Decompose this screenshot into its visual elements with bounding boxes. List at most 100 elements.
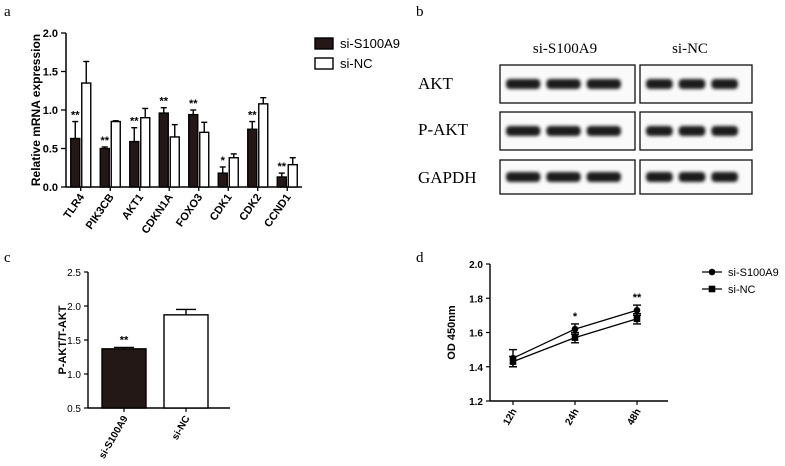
y-tick-label: 2.0	[469, 260, 483, 271]
bar-si-s100a9	[99, 147, 110, 188]
significance-marker: **	[130, 116, 139, 128]
bar-si-nc	[228, 157, 239, 188]
significance-marker: **	[159, 96, 168, 108]
bar-si-s100a9	[101, 348, 147, 409]
x-tick-label: CCND1	[262, 192, 294, 230]
y-tick-label: 0.5	[67, 404, 81, 415]
legend-label: si-S100A9	[340, 36, 400, 51]
legend-marker-circle	[708, 268, 716, 276]
y-axis-title: P-AKT/T-AKT	[57, 305, 69, 374]
significance-marker: **	[633, 292, 642, 304]
x-tick-label: CDK2	[237, 192, 264, 223]
blot-band	[546, 126, 581, 136]
blot-band	[586, 126, 621, 136]
legend-label: si-S100A9	[728, 267, 779, 279]
data-point-si-s100a9	[633, 306, 641, 314]
y-tick-label: 1.0	[67, 370, 81, 381]
bar-si-s100a9	[158, 112, 169, 188]
y-tick-label: 1.0	[43, 105, 58, 117]
significance-marker: **	[248, 110, 257, 122]
significance-marker: **	[120, 334, 129, 346]
bar-si-nc	[169, 136, 180, 188]
blot-band	[586, 79, 621, 89]
x-tick-label: TLR4	[62, 191, 88, 221]
panel-label-c: c	[4, 250, 11, 266]
bar-si-nc	[81, 82, 92, 188]
y-tick-label: 1.5	[43, 67, 58, 79]
blot-band	[678, 126, 706, 136]
blot-band	[646, 126, 673, 136]
legend-marker-square	[708, 285, 716, 293]
significance-marker: *	[573, 311, 578, 323]
significance-marker: **	[71, 110, 80, 122]
blot-band	[506, 126, 541, 136]
y-axis-title: OD 450nm	[446, 305, 458, 360]
blot-band	[586, 172, 621, 182]
bar-si-s100a9	[188, 113, 199, 188]
y-tick-label: 1.6	[469, 329, 483, 340]
chart-c-pakt-ratio: 0.5 1.0 1.5 2.0 2.5 P-AKT/T-AKT si-S100A9 ** si-…	[57, 268, 230, 461]
significance-marker: **	[277, 161, 286, 173]
x-tick-label: FOXO3	[174, 192, 205, 229]
bar-si-nc	[163, 314, 209, 409]
x-tick-label: AKT1	[120, 192, 146, 222]
bar-si-nc	[258, 103, 269, 188]
bar-si-nc	[199, 131, 210, 188]
data-point-si-s100a9	[571, 325, 579, 333]
y-tick-label: 2.5	[67, 268, 81, 279]
bar-si-s100a9	[129, 140, 140, 188]
x-tick-label: 12h	[501, 407, 519, 427]
significance-marker: **	[100, 135, 109, 147]
blot-band	[646, 79, 673, 89]
significance-marker: *	[221, 155, 226, 167]
data-point-si-nc	[571, 334, 579, 341]
x-tick-label: 24h	[563, 407, 581, 427]
x-tick-label: si-NC	[170, 414, 193, 442]
bar-si-s100a9	[276, 176, 287, 188]
blot-band	[678, 172, 706, 182]
blot-band	[711, 79, 738, 89]
legend-label: si-NC	[728, 284, 756, 296]
blot-row-label: P-AKT	[418, 120, 469, 139]
bar-si-s100a9	[217, 172, 228, 188]
blot-band	[711, 172, 738, 182]
bar-si-nc	[140, 116, 151, 188]
legend-label: si-NC	[340, 56, 373, 71]
bar-si-nc	[287, 163, 298, 188]
blot-band	[678, 79, 706, 89]
y-tick-label: 1.4	[469, 363, 483, 374]
legend-swatch-si-s100a9	[314, 37, 334, 50]
bar-si-s100a9	[70, 137, 81, 188]
y-tick-label: 1.2	[469, 397, 483, 408]
y-tick-label: 2.0	[43, 28, 58, 40]
y-tick-label: 1.5	[67, 336, 81, 347]
panel-label-b: b	[416, 4, 424, 20]
y-tick-label: 2.0	[67, 302, 81, 313]
data-point-si-nc	[509, 358, 517, 365]
blot-group-label: si-NC	[672, 41, 708, 57]
y-tick-label: 1.8	[469, 294, 483, 305]
western-blot-panel: si-S100A9 si-NC AKT P-AKT GAPDH	[418, 41, 753, 195]
panel-label-d: d	[416, 250, 424, 266]
blot-band	[646, 172, 673, 182]
blot-band	[506, 172, 541, 182]
y-tick-label: 0.5	[43, 144, 58, 156]
blot-band	[546, 79, 581, 89]
x-tick-label: si-S100A9	[97, 414, 131, 461]
panel-label-a: a	[4, 4, 11, 20]
y-axis-title: Relative mRNA expression	[29, 34, 43, 186]
data-point-si-nc	[633, 315, 641, 323]
bar-si-s100a9	[247, 128, 258, 188]
significance-marker: **	[189, 98, 198, 110]
x-tick-label: CDK1	[208, 192, 235, 223]
blot-band	[546, 172, 581, 182]
legend-swatch-si-nc	[314, 57, 334, 70]
x-tick-label: 48h	[625, 407, 643, 427]
blot-group-label: si-S100A9	[533, 41, 597, 57]
x-tick-label: PIK3CB	[84, 192, 117, 232]
blot-row-label: AKT	[418, 74, 454, 93]
